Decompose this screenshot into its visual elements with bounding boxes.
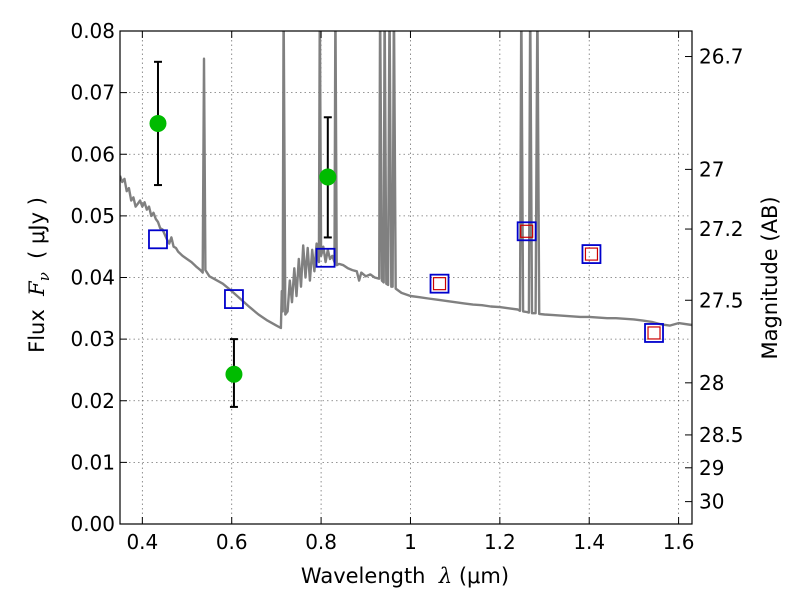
y2-tick-label: 27.2 bbox=[699, 217, 744, 241]
x-tick-label: 0.8 bbox=[305, 530, 337, 554]
error-bars bbox=[153, 60, 332, 408]
y-tick-label: 0.01 bbox=[70, 450, 115, 474]
y-tick-label: 0.08 bbox=[70, 19, 115, 43]
y-tick-label: 0.00 bbox=[70, 512, 115, 536]
y-tick-label: 0.06 bbox=[70, 142, 115, 166]
y-axis-label: Flux Fν ( μJy ) bbox=[25, 197, 53, 353]
model-phot-inner-box bbox=[584, 247, 599, 261]
observed-point bbox=[319, 168, 337, 186]
model-phot-box bbox=[516, 221, 537, 242]
x-tick-label: 1 bbox=[404, 530, 417, 554]
observed-point bbox=[225, 365, 243, 383]
x-axis-label-text: Wavelength bbox=[301, 564, 426, 588]
model-spectrum bbox=[120, 31, 692, 330]
y-axis-label-subscript: ν bbox=[35, 272, 53, 281]
x-tick-label: 0.6 bbox=[216, 530, 248, 554]
model-phot-inner-box bbox=[432, 277, 447, 291]
model-phot-box bbox=[429, 273, 450, 294]
model-phot-box bbox=[581, 244, 602, 264]
y2-tick-label: 26.7 bbox=[699, 45, 744, 69]
model-sed-line bbox=[120, 31, 692, 330]
model-phot-inner-box bbox=[647, 326, 661, 340]
model-phot-inner-box bbox=[520, 224, 534, 238]
model-phot-box bbox=[224, 289, 244, 309]
y2-tick-label: 28 bbox=[699, 371, 724, 395]
y-tick-label: 0.03 bbox=[70, 327, 115, 351]
x-axis-label-symbol: λ bbox=[438, 564, 452, 588]
y2-axis-label: Magnitude (AB) bbox=[758, 196, 782, 359]
observed-photometry bbox=[149, 114, 337, 383]
y2-tick-label: 28.5 bbox=[699, 423, 744, 447]
model-photometry bbox=[148, 221, 664, 343]
x-axis-label-unit: (μm) bbox=[459, 564, 509, 588]
axes: 0.4 0.6 0.8 1 1.2 1.4 1.6 0.00 0.01 0.02 0.03 0.04 0… bbox=[70, 19, 743, 554]
y-tick-label: 0.02 bbox=[70, 389, 115, 413]
model-phot-box bbox=[315, 247, 336, 268]
y-axis-label-symbol: F bbox=[25, 280, 49, 297]
x-tick-label: 0.4 bbox=[126, 530, 158, 554]
observed-point bbox=[149, 114, 167, 132]
y-axis-label-text: Flux bbox=[25, 309, 49, 353]
y-tick-label: 0.04 bbox=[70, 266, 115, 290]
model-phot-box bbox=[644, 323, 664, 343]
y2-tick-label: 27.5 bbox=[699, 288, 744, 312]
y-axis-label-unit: ( μJy ) bbox=[25, 197, 49, 259]
y-tick-label: 0.07 bbox=[70, 81, 115, 105]
x-tick-label: 1.4 bbox=[573, 530, 605, 554]
y-tick-label: 0.05 bbox=[70, 204, 115, 228]
gridlines bbox=[120, 30, 692, 525]
y2-tick-label: 27 bbox=[699, 157, 724, 181]
y2-tick-label: 30 bbox=[699, 490, 724, 514]
x-tick-label: 1.6 bbox=[663, 530, 695, 554]
model-phot-box bbox=[148, 229, 168, 250]
x-tick-label: 1.2 bbox=[484, 530, 516, 554]
x-axis-label: Wavelength λ (μm) bbox=[301, 564, 509, 588]
y2-tick-label: 29 bbox=[699, 456, 724, 480]
